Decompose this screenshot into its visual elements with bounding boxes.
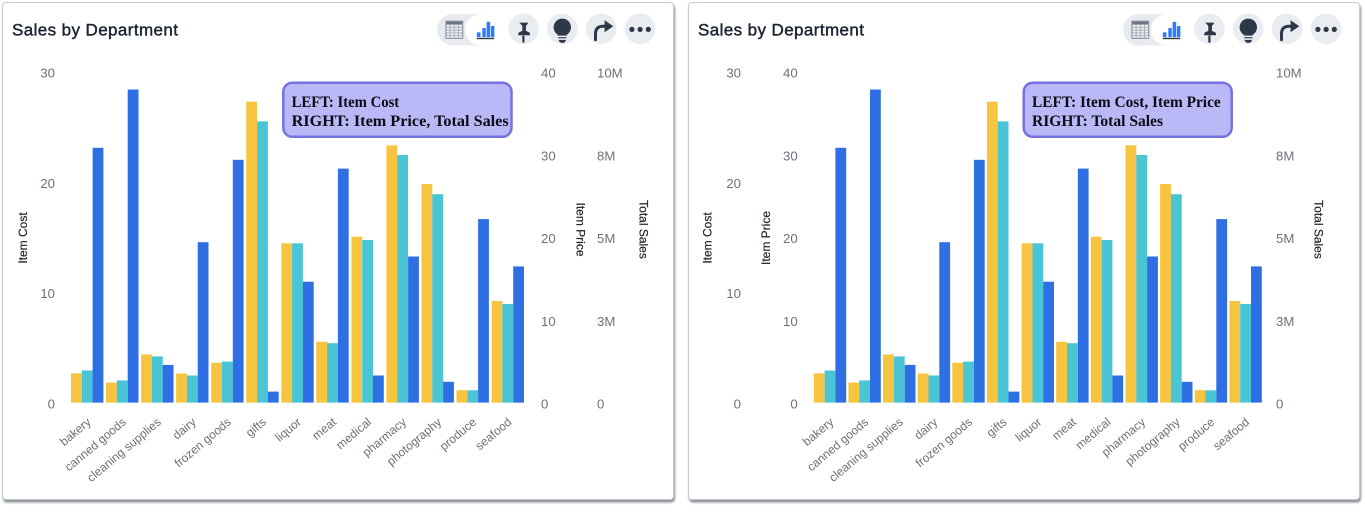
svg-text:20: 20: [783, 231, 798, 246]
svg-text:0: 0: [790, 397, 797, 412]
svg-text:10: 10: [541, 314, 556, 329]
svg-text:10: 10: [40, 286, 55, 301]
svg-text:10: 10: [783, 314, 798, 329]
svg-text:20: 20: [40, 176, 55, 191]
svg-text:20: 20: [541, 231, 556, 246]
svg-text:dairy: dairy: [170, 415, 199, 442]
svg-text:3M: 3M: [597, 314, 615, 329]
svg-text:20: 20: [726, 176, 741, 191]
svg-text:liquor: liquor: [272, 415, 303, 445]
svg-text:Total Sales: Total Sales: [637, 200, 651, 259]
svg-text:30: 30: [40, 66, 55, 81]
svg-text:30: 30: [783, 148, 798, 163]
svg-text:30: 30: [726, 66, 741, 81]
svg-text:RIGHT: Total Sales: RIGHT: Total Sales: [1032, 113, 1163, 130]
svg-text:Item Price: Item Price: [759, 211, 773, 265]
svg-text:seafood: seafood: [473, 415, 515, 453]
svg-text:0: 0: [734, 397, 741, 412]
svg-text:LEFT: Item Cost: LEFT: Item Cost: [292, 94, 400, 111]
svg-text:8M: 8M: [597, 148, 615, 163]
svg-text:LEFT: Item Cost, Item Price: LEFT: Item Cost, Item Price: [1032, 94, 1221, 111]
svg-text:gifts: gifts: [984, 415, 1010, 440]
svg-text:0: 0: [48, 397, 55, 412]
svg-text:produce: produce: [1175, 415, 1217, 454]
svg-text:10M: 10M: [597, 66, 623, 81]
svg-text:0: 0: [541, 397, 548, 412]
svg-text:5M: 5M: [1276, 231, 1294, 246]
svg-text:seafood: seafood: [1210, 415, 1252, 453]
svg-text:3M: 3M: [1276, 314, 1294, 329]
svg-text:meat: meat: [309, 414, 339, 442]
svg-text:0: 0: [1276, 397, 1283, 412]
svg-text:30: 30: [541, 148, 556, 163]
svg-text:5M: 5M: [597, 231, 615, 246]
svg-text:liquor: liquor: [1013, 415, 1044, 445]
svg-text:40: 40: [783, 66, 798, 81]
svg-text:Item Cost: Item Cost: [16, 212, 30, 264]
svg-text:Sales by Department: Sales by Department: [12, 21, 178, 40]
svg-text:10: 10: [726, 286, 741, 301]
svg-text:8M: 8M: [1276, 148, 1294, 163]
svg-text:Sales by Department: Sales by Department: [698, 21, 864, 40]
svg-text:RIGHT: Item Price, Total Sales: RIGHT: Item Price, Total Sales: [292, 113, 509, 130]
svg-text:Total Sales: Total Sales: [1311, 200, 1325, 259]
svg-text:Item Price: Item Price: [574, 202, 588, 256]
svg-text:40: 40: [541, 66, 556, 81]
svg-text:Item Cost: Item Cost: [701, 212, 715, 264]
svg-text:10M: 10M: [1276, 66, 1302, 81]
svg-text:produce: produce: [437, 415, 479, 454]
svg-text:0: 0: [597, 397, 604, 412]
svg-text:dairy: dairy: [911, 415, 940, 442]
svg-text:gifts: gifts: [243, 415, 269, 440]
